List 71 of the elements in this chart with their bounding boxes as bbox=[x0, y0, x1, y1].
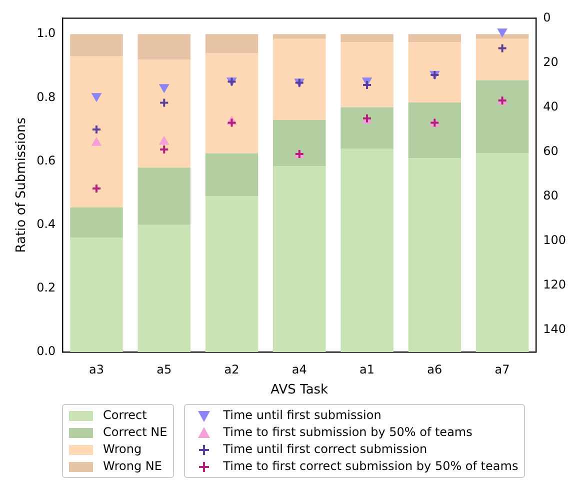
legend-label: Wrong bbox=[103, 441, 142, 458]
legend-label: Time until first correct submission bbox=[223, 441, 428, 458]
point bbox=[159, 144, 170, 154]
bar bbox=[476, 38, 529, 80]
bar bbox=[273, 166, 326, 352]
legend-label: Time to first correct submission by 50% of teams bbox=[223, 458, 518, 475]
x-tick-label: a1 bbox=[360, 362, 375, 376]
y-tick-label: 0.2 bbox=[36, 280, 56, 295]
bar bbox=[340, 148, 394, 352]
legend-label: Correct NE bbox=[103, 424, 168, 441]
point bbox=[91, 136, 102, 146]
bar bbox=[273, 120, 326, 166]
bar bbox=[138, 168, 191, 225]
y-tick-label: 0.0 bbox=[36, 344, 56, 358]
y-tick-label: 1.0 bbox=[36, 26, 56, 40]
y2-tick-label: 140 bbox=[543, 322, 566, 336]
bar bbox=[408, 34, 462, 42]
y-tick-label: 0.4 bbox=[36, 216, 56, 231]
bar bbox=[70, 56, 123, 208]
bar bbox=[408, 158, 462, 352]
y-tick-label: 0.8 bbox=[36, 90, 56, 104]
bar bbox=[205, 34, 258, 54]
bar bbox=[476, 153, 529, 352]
bar bbox=[273, 38, 326, 120]
x-tick-label: a4 bbox=[292, 362, 307, 376]
y-axis-title: Ratio of Submissions bbox=[14, 117, 30, 253]
legend-label: Time until first submission bbox=[223, 407, 382, 424]
y2-tick-label: 80 bbox=[543, 188, 558, 202]
bar bbox=[205, 196, 258, 352]
bar bbox=[70, 207, 123, 238]
point bbox=[91, 93, 102, 102]
point bbox=[362, 80, 372, 90]
y2-tick-label: 20 bbox=[543, 54, 558, 69]
point bbox=[92, 183, 102, 194]
y2-tick-label: 40 bbox=[543, 99, 558, 114]
bar bbox=[340, 107, 394, 149]
y-tick-label: 0.6 bbox=[36, 153, 56, 168]
point bbox=[158, 84, 170, 94]
x-tick-label: a3 bbox=[89, 362, 104, 376]
x-axis-title: AVS Task bbox=[270, 382, 329, 398]
y2-tick-label: 0 bbox=[543, 10, 551, 24]
point bbox=[159, 98, 170, 108]
y2-tick-label: 60 bbox=[543, 144, 558, 158]
bar bbox=[476, 80, 529, 154]
bar bbox=[70, 34, 123, 56]
point bbox=[497, 43, 508, 54]
bar bbox=[408, 42, 462, 102]
point bbox=[226, 118, 237, 128]
bar bbox=[138, 34, 191, 60]
bar bbox=[205, 153, 258, 196]
x-tick-label: a6 bbox=[427, 362, 442, 376]
bar bbox=[205, 53, 258, 154]
legend-label: Correct bbox=[103, 407, 147, 424]
bar bbox=[138, 60, 191, 168]
legend-label: Wrong NE bbox=[103, 458, 162, 475]
point bbox=[92, 124, 102, 134]
y2-tick-label: 100 bbox=[543, 232, 566, 247]
x-tick-label: a5 bbox=[156, 362, 172, 376]
bar bbox=[138, 224, 191, 352]
point bbox=[497, 28, 508, 38]
legend-label: Time to first submission by 50% of teams bbox=[223, 424, 472, 441]
bar bbox=[476, 34, 529, 39]
x-tick-label: a7 bbox=[494, 362, 510, 376]
x-tick-label: a2 bbox=[224, 362, 240, 376]
bar bbox=[340, 34, 394, 42]
y2-tick-label: 120 bbox=[543, 277, 566, 292]
bar bbox=[408, 102, 462, 158]
bar bbox=[340, 42, 394, 108]
bar bbox=[70, 238, 123, 352]
bar bbox=[273, 34, 326, 39]
point bbox=[158, 136, 170, 145]
